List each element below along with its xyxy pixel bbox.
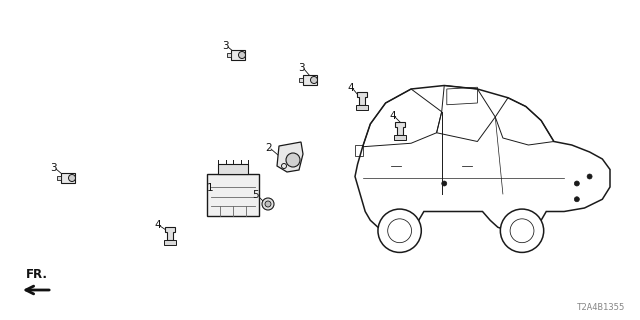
Circle shape — [262, 198, 274, 210]
Circle shape — [286, 153, 300, 167]
Bar — [231, 50, 245, 60]
Polygon shape — [277, 142, 303, 172]
Circle shape — [442, 181, 447, 186]
Bar — [299, 78, 303, 82]
Polygon shape — [395, 122, 405, 135]
Text: T2A4B1355: T2A4B1355 — [577, 303, 625, 312]
Text: 1: 1 — [207, 183, 214, 193]
Text: 3: 3 — [298, 63, 305, 73]
Text: 4: 4 — [154, 220, 161, 230]
Circle shape — [239, 52, 246, 59]
Circle shape — [378, 209, 421, 252]
Text: 3: 3 — [222, 41, 228, 51]
Text: 4: 4 — [347, 83, 354, 93]
Text: 4: 4 — [389, 111, 396, 121]
Circle shape — [310, 76, 317, 84]
Text: 5: 5 — [252, 190, 259, 200]
Bar — [61, 173, 75, 183]
Circle shape — [68, 174, 76, 181]
Text: 2: 2 — [265, 143, 271, 153]
Bar — [218, 164, 248, 174]
Bar — [57, 176, 61, 180]
Bar — [394, 135, 406, 140]
Polygon shape — [357, 92, 367, 105]
Bar — [303, 75, 317, 85]
Bar — [356, 105, 368, 110]
Text: 3: 3 — [50, 163, 56, 173]
Bar — [164, 240, 176, 245]
Circle shape — [587, 174, 592, 179]
Circle shape — [574, 181, 579, 186]
Text: FR.: FR. — [26, 268, 48, 281]
Bar — [227, 53, 231, 57]
Circle shape — [265, 201, 271, 207]
Circle shape — [500, 209, 544, 252]
Bar — [207, 174, 259, 216]
Circle shape — [574, 197, 579, 202]
Polygon shape — [165, 227, 175, 240]
